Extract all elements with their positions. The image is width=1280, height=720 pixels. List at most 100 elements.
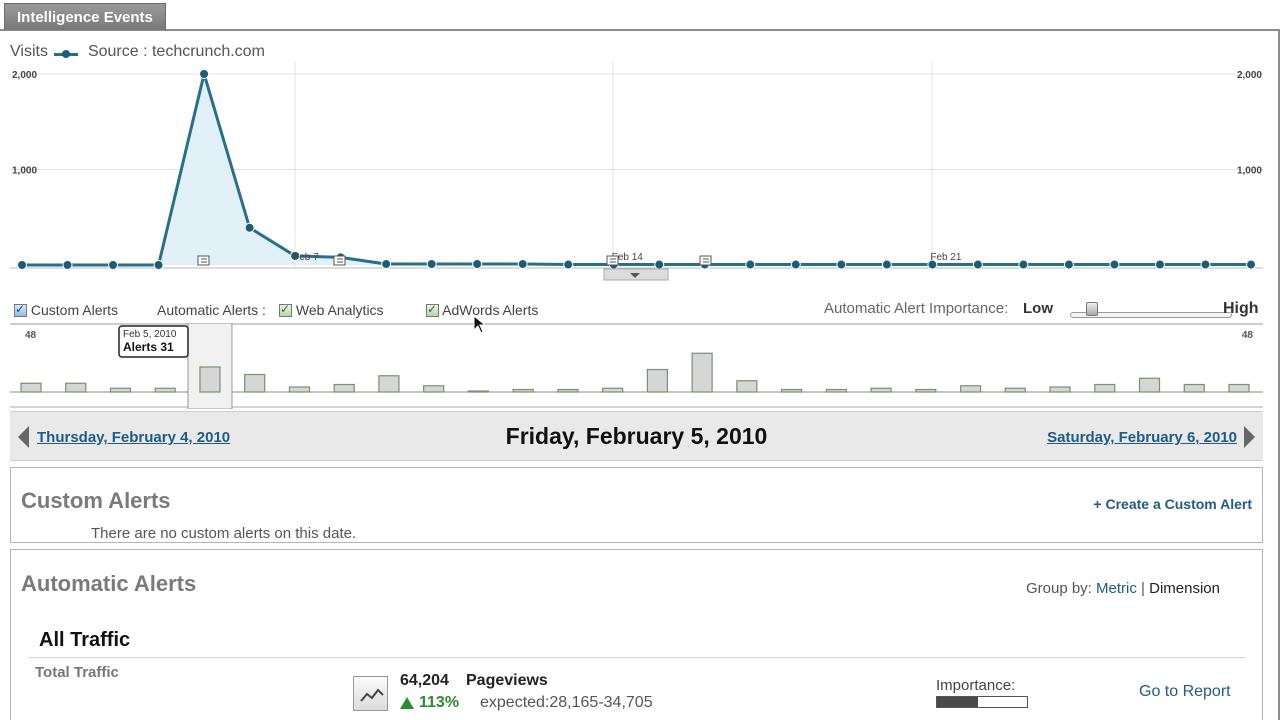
alert-bar	[333, 383, 355, 393]
tooltip-box	[118, 325, 189, 358]
alert-bar	[915, 388, 937, 393]
annotation-flag-icon	[333, 255, 346, 266]
expected-range: expected:28,165-34,705	[480, 694, 653, 711]
alert-bar	[467, 390, 490, 393]
selected-day-highlight	[187, 323, 233, 409]
trend-up-icon	[400, 697, 414, 709]
importance-slider-track[interactable]	[1070, 312, 1232, 318]
web-analytics-label: Web Analytics	[295, 302, 384, 318]
custom-alerts-title: Custom Alerts	[21, 488, 171, 513]
alert-bar	[154, 387, 176, 393]
segment-divider	[29, 657, 1245, 658]
group-by-dimension[interactable]: Dimension	[1149, 580, 1220, 597]
importance-meter	[936, 696, 1028, 708]
alert-importance-label: Automatic Alert Importance:	[824, 300, 1009, 317]
row-label: Total Traffic	[35, 664, 119, 681]
data-point	[472, 259, 483, 270]
alert-bar	[959, 385, 982, 393]
bar-series	[20, 352, 1250, 393]
data-point	[836, 259, 847, 270]
web-analytics-toggle[interactable]: Web Analytics	[279, 302, 384, 318]
custom-alerts-label: Custom Alerts	[30, 302, 119, 318]
annotation-flag-icon	[197, 255, 210, 266]
alert-bar	[109, 387, 132, 393]
alert-bar	[557, 388, 579, 393]
adwords-alerts-toggle[interactable]: AdWords Alerts	[426, 302, 538, 318]
group-by-metric-link[interactable]: Metric	[1096, 580, 1137, 597]
data-point	[62, 260, 73, 270]
change-percent: 113%	[419, 694, 460, 711]
data-point	[790, 259, 801, 270]
data-point	[517, 259, 528, 270]
adwords-alerts-checkbox[interactable]	[426, 302, 439, 317]
legend-source: Source : techcrunch.com	[87, 43, 265, 60]
data-point	[881, 259, 892, 270]
annotation-flag-icon	[606, 255, 619, 266]
alert-bar	[1138, 377, 1161, 393]
create-custom-alert-link[interactable]: + Create a Custom Alert	[1093, 496, 1252, 512]
custom-alerts-panel: Custom Alerts + Create a Custom Alert Th…	[10, 467, 1263, 543]
data-point	[199, 69, 210, 79]
alert-bar	[1094, 383, 1116, 393]
group-by-label: Group by:	[1025, 580, 1092, 597]
importance-low-label: Low	[1023, 300, 1053, 317]
y-tick-label-right: 2,000	[1237, 70, 1262, 81]
automatic-alerts-title: Automatic Alerts	[21, 571, 197, 596]
data-point	[426, 259, 437, 270]
chart-line	[22, 68, 1251, 267]
no-custom-alerts-message: There are no custom alerts on this date.	[91, 525, 357, 542]
tab-intelligence-events[interactable]: Intelligence Events	[4, 3, 166, 30]
bar-max-label-left: 48	[25, 330, 37, 341]
group-by-separator: |	[1141, 580, 1145, 597]
x-date-label: Feb 21	[930, 252, 962, 263]
bar-chart-frame	[10, 323, 1263, 409]
chart-grid	[10, 62, 1263, 269]
alert-toolbar: Custom Alerts Automatic Alerts : Web Ana…	[12, 300, 1262, 320]
alert-bar	[736, 380, 758, 393]
annotation-markers	[197, 255, 712, 281]
alert-bar	[244, 373, 266, 393]
visits-line	[22, 68, 1251, 267]
custom-alerts-toggle[interactable]: Custom Alerts	[14, 302, 118, 318]
prev-day-arrow-icon[interactable]	[18, 426, 29, 448]
legend-metric[interactable]: Visits	[10, 43, 48, 60]
tab-bar: Intelligence Events	[0, 0, 1280, 31]
importance-slider-handle[interactable]	[1086, 302, 1098, 316]
metric-value: 64,204	[400, 672, 449, 689]
alert-bar	[825, 388, 847, 393]
adwords-alerts-label: AdWords Alerts	[442, 302, 539, 318]
y-tick-label-left: 2,000	[12, 70, 37, 81]
data-point	[244, 222, 255, 233]
next-day-arrow-icon[interactable]	[1244, 426, 1255, 448]
tooltip-alerts: Alerts 31	[123, 340, 174, 354]
automatic-alerts-label: Automatic Alerts :	[157, 302, 266, 318]
alert-bar	[378, 375, 400, 393]
alert-bar	[1228, 383, 1250, 393]
sparkline-chart-button[interactable]	[353, 676, 388, 711]
custom-alerts-checkbox[interactable]	[14, 302, 27, 317]
data-point	[153, 260, 164, 270]
next-day-link[interactable]: Saturday, February 6, 2010	[1047, 429, 1237, 446]
prev-day-link[interactable]: Thursday, February 4, 2010	[37, 429, 231, 446]
y-tick-label-left: 1,000	[12, 166, 37, 177]
data-point	[745, 259, 756, 270]
web-analytics-checkbox[interactable]	[279, 302, 292, 317]
bar-max-label-right: 48	[1242, 330, 1254, 341]
mouse-cursor-icon	[473, 315, 487, 334]
chevron-down-icon	[630, 273, 640, 278]
bar-labels: 48 48	[25, 330, 1253, 341]
group-by-control: Group by: Metric | Dimension	[1026, 580, 1220, 597]
visits-line-chart[interactable]: 2,000 2,000 1,000 1,000 Feb 7 Feb 14 Feb 21	[0, 62, 1280, 282]
alert-bar	[288, 386, 311, 393]
go-to-report-link[interactable]: Go to Report	[1139, 683, 1231, 700]
data-point	[290, 250, 301, 261]
alert-bar	[199, 366, 221, 393]
annotation-flag-icon	[699, 255, 712, 266]
data-point	[1109, 259, 1120, 270]
current-date: Friday, February 5, 2010	[505, 423, 768, 449]
alert-bar	[512, 388, 534, 393]
x-date-label: Feb 7	[293, 252, 319, 263]
chart-legend: Visits Source : techcrunch.com	[10, 42, 265, 62]
alert-bar	[1049, 386, 1071, 393]
